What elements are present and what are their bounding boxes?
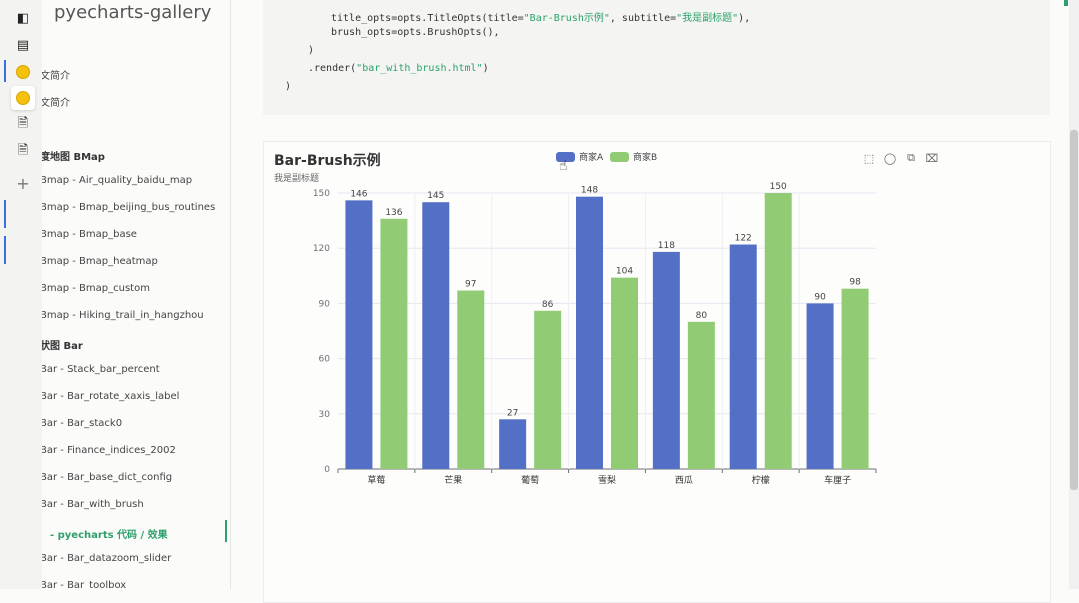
x-tick-label: 草莓 bbox=[367, 474, 385, 486]
sidebar-section: 度地图 BMap bbox=[42, 152, 105, 163]
x-tick-label: 芒果 bbox=[444, 474, 462, 486]
chart-panel: Bar-Brush示例 我是副标题 商家A 商家B ☝ ⬚ ◯ ⧉ ⌧ 0 30 6… bbox=[263, 141, 1051, 603]
bar[interactable] bbox=[576, 196, 603, 469]
data-label: 97 bbox=[465, 280, 476, 290]
sidebar-item[interactable]: Bar - Finance_indices_2002 bbox=[42, 445, 176, 456]
code-line: ) bbox=[308, 45, 315, 56]
y-tick-label: 60 bbox=[319, 355, 331, 365]
legend-label: 商家B bbox=[633, 153, 658, 163]
rail-marker bbox=[4, 60, 6, 82]
y-tick-label: 0 bbox=[324, 465, 330, 475]
page-icon[interactable]: 🗎 bbox=[17, 143, 29, 158]
bar[interactable] bbox=[841, 288, 869, 469]
data-label: 150 bbox=[770, 182, 787, 192]
legend-item-a[interactable]: 商家A bbox=[556, 150, 603, 163]
sun-icon[interactable] bbox=[11, 60, 35, 84]
data-label: 104 bbox=[616, 267, 633, 277]
data-label: 136 bbox=[385, 208, 402, 218]
chart-subtitle: 我是副标题 bbox=[274, 174, 320, 184]
bar[interactable] bbox=[422, 202, 450, 469]
sidebar-item[interactable]: Bmap - Bmap_custom bbox=[42, 283, 150, 294]
sidebar-item[interactable]: Bar - Bar_base_dict_config bbox=[42, 472, 173, 483]
bar[interactable] bbox=[729, 244, 757, 469]
sidebar-item[interactable]: Bar - Bar_stack0 bbox=[42, 418, 123, 429]
sidebar-item[interactable]: 文简介 bbox=[42, 71, 70, 82]
x-tick-label: 葡萄 bbox=[521, 474, 539, 486]
y-tick-label: 90 bbox=[319, 299, 331, 309]
sun-icon-active[interactable] bbox=[11, 86, 35, 110]
bar[interactable] bbox=[652, 251, 680, 469]
data-label: 148 bbox=[581, 186, 598, 196]
sidebar-item[interactable]: 文简介 bbox=[42, 98, 70, 109]
scrollbar-thumb[interactable] bbox=[1070, 130, 1078, 490]
data-label: 80 bbox=[696, 311, 708, 321]
legend-swatch bbox=[610, 151, 629, 162]
activity-rail: ◧ ▤ 🗎 🗎 + bbox=[0, 0, 43, 589]
code-block: title_opts=opts.TitleOpts(title="Bar-Bru… bbox=[263, 0, 1050, 115]
sidebar-item[interactable]: Bmap - Bmap_heatmap bbox=[42, 256, 158, 267]
sidebar-item[interactable]: Bar - Bar_with_brush bbox=[42, 499, 144, 510]
sidebar-toggle-icon[interactable]: ◧ bbox=[16, 10, 30, 26]
app-icon[interactable]: ▤ bbox=[16, 37, 30, 53]
data-label: 86 bbox=[542, 300, 554, 310]
bar[interactable] bbox=[345, 200, 373, 470]
rail-marker bbox=[4, 236, 6, 264]
y-tick-label: 120 bbox=[313, 244, 330, 254]
bar[interactable] bbox=[380, 218, 408, 469]
page-icon[interactable]: 🗎 bbox=[17, 116, 29, 131]
sidebar-item[interactable]: Bmap - Hiking_trail_in_hangzhou bbox=[42, 310, 204, 321]
keep-select-icon[interactable]: ⧉ bbox=[907, 151, 915, 164]
data-label: 122 bbox=[735, 234, 752, 244]
data-label: 90 bbox=[814, 292, 826, 302]
legend-label: 商家A bbox=[579, 153, 604, 163]
x-tick-label: 雪梨 bbox=[598, 474, 616, 486]
y-tick-label: 150 bbox=[313, 189, 330, 199]
bar[interactable] bbox=[687, 321, 715, 469]
polygon-select-icon[interactable]: ◯ bbox=[883, 151, 897, 165]
sidebar-item[interactable]: Bar - Bar_datazoom_slider bbox=[42, 553, 172, 564]
bar[interactable] bbox=[499, 419, 527, 469]
sidebar-item[interactable]: - pyecharts 代码 / 效果 bbox=[50, 530, 168, 541]
rect-select-icon[interactable]: ⬚ bbox=[863, 151, 875, 165]
chart-title: Bar-Brush示例 bbox=[274, 153, 381, 169]
add-icon[interactable]: + bbox=[16, 173, 30, 193]
code-line: title_opts=opts.TitleOpts(title="Bar-Bru… bbox=[331, 13, 751, 24]
scrollbar[interactable] bbox=[1069, 0, 1079, 589]
legend-swatch bbox=[556, 151, 575, 162]
sidebar: pyecharts-gallery 文简介 文简介 度地图 BMap Bmap - A… bbox=[42, 0, 231, 589]
sidebar-section: 状图 Bar bbox=[42, 341, 83, 352]
data-label: 146 bbox=[350, 189, 367, 199]
accent-marker bbox=[1064, 0, 1068, 6]
sidebar-item[interactable]: Bar - Bar_rotate_xaxis_label bbox=[42, 391, 180, 402]
x-tick-label: 柠檬 bbox=[752, 474, 770, 486]
sidebar-item[interactable]: Bmap - Air_quality_baidu_map bbox=[42, 175, 193, 186]
sidebar-item[interactable]: Bmap - Bmap_base bbox=[42, 229, 137, 240]
rail-marker bbox=[4, 200, 6, 228]
y-tick-label: 30 bbox=[319, 410, 331, 420]
sidebar-item[interactable]: Bmap - Bmap_beijing_bus_routines bbox=[42, 202, 216, 213]
data-label: 145 bbox=[427, 191, 444, 201]
legend-item-b[interactable]: 商家B bbox=[610, 150, 657, 163]
code-line: ) bbox=[285, 81, 292, 92]
bar[interactable] bbox=[806, 303, 834, 469]
bar[interactable] bbox=[611, 277, 638, 469]
bar[interactable] bbox=[457, 290, 485, 469]
bar[interactable] bbox=[764, 193, 792, 469]
data-label: 27 bbox=[507, 408, 518, 418]
bar[interactable] bbox=[534, 310, 562, 469]
x-tick-label: 车厘子 bbox=[824, 474, 851, 486]
sidebar-item[interactable]: Bar - Bar_toolbox bbox=[42, 580, 127, 589]
sidebar-item[interactable]: Bar - Stack_bar_percent bbox=[42, 364, 160, 375]
code-line: .render("bar_with_brush.html") bbox=[308, 63, 489, 74]
clear-select-icon[interactable]: ⌧ bbox=[925, 151, 939, 165]
active-indicator bbox=[225, 520, 227, 542]
data-label: 118 bbox=[658, 241, 675, 251]
code-line: brush_opts=opts.BrushOpts(), bbox=[331, 27, 500, 38]
hand-cursor-icon: ☝ bbox=[559, 158, 568, 174]
brand-title: pyecharts-gallery bbox=[54, 2, 212, 23]
bar-chart[interactable]: 0 30 60 90 120 150 草莓 146 136 芒果 145 97 葡萄 27 86 雪梨 148 1… bbox=[264, 182, 1050, 542]
data-label: 98 bbox=[849, 278, 861, 288]
x-tick-label: 西瓜 bbox=[675, 475, 693, 486]
